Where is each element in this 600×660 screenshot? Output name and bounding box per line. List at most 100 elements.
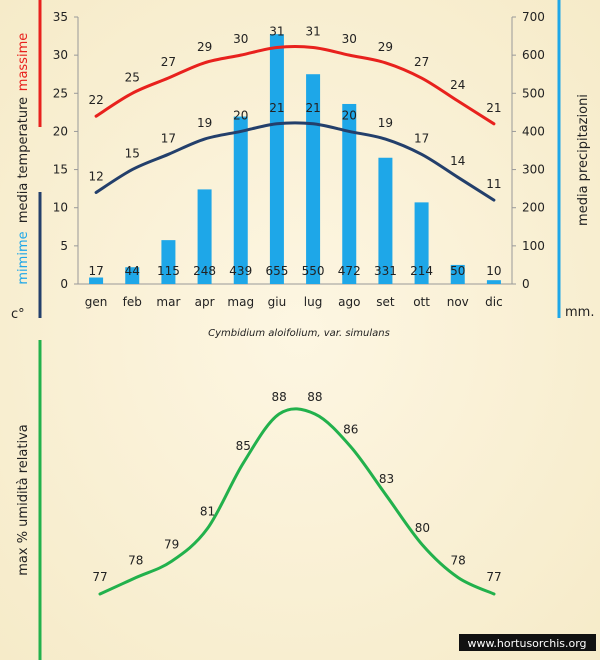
humidity-value-label: 79 bbox=[164, 537, 179, 551]
right-axis-tick-label: 0 bbox=[522, 277, 530, 291]
left-axis-tick-label: 5 bbox=[60, 239, 68, 253]
mimime-value-label: 14 bbox=[450, 154, 465, 168]
humidity-value-label: 85 bbox=[236, 439, 251, 453]
right-axis-ticks: 0 100 200 300 400 500 600 700 bbox=[512, 10, 545, 291]
precip-bar bbox=[197, 189, 212, 284]
right-axis-tick-label: 500 bbox=[522, 86, 545, 100]
precip-bar bbox=[486, 280, 501, 284]
humidity-axis-label: max % umidità relativa bbox=[16, 424, 31, 576]
precip-bar bbox=[306, 74, 321, 284]
precip-value-label: 50 bbox=[450, 264, 465, 278]
massime-value-label: 24 bbox=[450, 78, 465, 92]
left-axis-tick-label: 25 bbox=[53, 86, 68, 100]
massime-value-label: 27 bbox=[414, 55, 429, 69]
mimime-temperature-line bbox=[94, 121, 496, 202]
temperature-labels: 22 25 27 29 30 31 31 30 29 27 24 21 12 15 17 19 20 21 21 20… bbox=[88, 25, 501, 192]
massime-value-label: 30 bbox=[342, 32, 357, 46]
humidity-chart: max % umidità relativa 77 78 79 81 85 88 88 86 8… bbox=[16, 340, 502, 660]
massime-value-label: 29 bbox=[378, 40, 393, 54]
month-label: nov bbox=[447, 295, 469, 309]
humidity-value-label: 80 bbox=[415, 521, 430, 535]
right-axis-tick-label: 400 bbox=[522, 124, 545, 138]
mimime-value-label: 11 bbox=[486, 177, 501, 191]
media-temperature-axis-label: media temperature bbox=[16, 97, 31, 223]
right-axis-tick-label: 300 bbox=[522, 163, 545, 177]
massime-value-label: 31 bbox=[269, 25, 284, 39]
precip-bar bbox=[414, 202, 429, 284]
temperature-precipitation-chart: 0 5 10 15 20 25 30 35 0 100 200 300 400 500 600 700 17… bbox=[11, 0, 594, 339]
mimime-value-label: 20 bbox=[233, 108, 248, 122]
humidity-value-label: 78 bbox=[451, 554, 466, 568]
precipitation-labels: 17 44 115 248 439 655 550 472 331 214 50 10 bbox=[88, 264, 501, 278]
precip-bar bbox=[342, 103, 357, 284]
humidity-labels: 77 78 79 81 85 88 88 86 83 80 78 77 bbox=[92, 390, 501, 584]
left-axis-tick-label: 10 bbox=[53, 201, 68, 215]
mimime-value-label: 19 bbox=[378, 116, 393, 130]
left-axis-tick-label: 35 bbox=[53, 10, 68, 24]
humidity-value-label: 86 bbox=[343, 423, 358, 437]
massime-value-label: 27 bbox=[161, 55, 176, 69]
month-tick-labels: gen feb mar apr mag giu lug ago set ott nov dic bbox=[85, 295, 503, 309]
watermark-box bbox=[459, 634, 596, 651]
mimime-value-label: 12 bbox=[88, 169, 103, 183]
month-label: giu bbox=[268, 295, 287, 309]
humidity-value-label: 77 bbox=[486, 570, 501, 584]
precip-value-label: 44 bbox=[125, 264, 140, 278]
precipitation-bars bbox=[89, 34, 501, 284]
month-label: feb bbox=[123, 295, 142, 309]
massime-value-label: 30 bbox=[233, 32, 248, 46]
humidity-value-label: 81 bbox=[200, 505, 215, 519]
temperature-lines bbox=[94, 45, 496, 202]
right-axis-tick-label: 700 bbox=[522, 10, 545, 24]
massime-temperature-line bbox=[94, 45, 496, 126]
precip-bar bbox=[161, 240, 176, 284]
mimime-value-label: 15 bbox=[125, 147, 140, 161]
month-label: lug bbox=[304, 295, 323, 309]
month-label: set bbox=[376, 295, 395, 309]
left-axis-tick-label: 30 bbox=[53, 48, 68, 62]
mimime-value-label: 20 bbox=[342, 108, 357, 122]
precip-value-label: 331 bbox=[374, 264, 397, 278]
right-axis-tick-label: 200 bbox=[522, 201, 545, 215]
mm-unit-label: mm. bbox=[565, 305, 594, 320]
precip-value-label: 17 bbox=[88, 264, 103, 278]
left-axis-ticks: 0 5 10 15 20 25 30 35 bbox=[53, 10, 78, 291]
massime-value-label: 31 bbox=[305, 25, 320, 39]
mimime-axis-label: mimime bbox=[16, 231, 31, 284]
month-label: apr bbox=[195, 295, 215, 309]
month-label: mar bbox=[156, 295, 180, 309]
precip-value-label: 655 bbox=[265, 264, 288, 278]
humidity-value-label: 83 bbox=[379, 472, 394, 486]
precip-bar bbox=[269, 34, 284, 284]
precip-value-label: 439 bbox=[229, 264, 252, 278]
humidity-value-label: 78 bbox=[128, 554, 143, 568]
left-axis-tick-label: 20 bbox=[53, 124, 68, 138]
precip-value-label: 10 bbox=[486, 264, 501, 278]
precip-bar bbox=[233, 116, 248, 284]
mimime-value-label: 21 bbox=[269, 101, 284, 115]
humidity-value-label: 88 bbox=[271, 390, 286, 404]
mimime-value-label: 17 bbox=[414, 131, 429, 145]
left-axis-tick-label: 0 bbox=[60, 277, 68, 291]
precip-bar bbox=[125, 267, 140, 284]
precip-value-label: 115 bbox=[157, 264, 180, 278]
precip-value-label: 550 bbox=[302, 264, 325, 278]
precip-axis-label: media precipitazioni bbox=[576, 94, 591, 226]
celsius-unit-label: c° bbox=[11, 307, 25, 322]
humidity-value-label: 77 bbox=[92, 570, 107, 584]
massime-axis-label: massime bbox=[16, 33, 31, 91]
mimime-value-label: 17 bbox=[161, 131, 176, 145]
mimime-value-label: 21 bbox=[305, 101, 320, 115]
massime-value-label: 21 bbox=[486, 101, 501, 115]
chart-subtitle: Cymbidium aloifolium, var. simulans bbox=[208, 328, 390, 339]
precip-bar bbox=[89, 277, 104, 284]
humidity-curve bbox=[98, 407, 496, 596]
precip-bar bbox=[378, 157, 393, 284]
month-label: mag bbox=[227, 295, 254, 309]
mimime-value-label: 19 bbox=[197, 116, 212, 130]
humidity-value-label: 88 bbox=[307, 390, 322, 404]
month-label: ago bbox=[338, 295, 360, 309]
